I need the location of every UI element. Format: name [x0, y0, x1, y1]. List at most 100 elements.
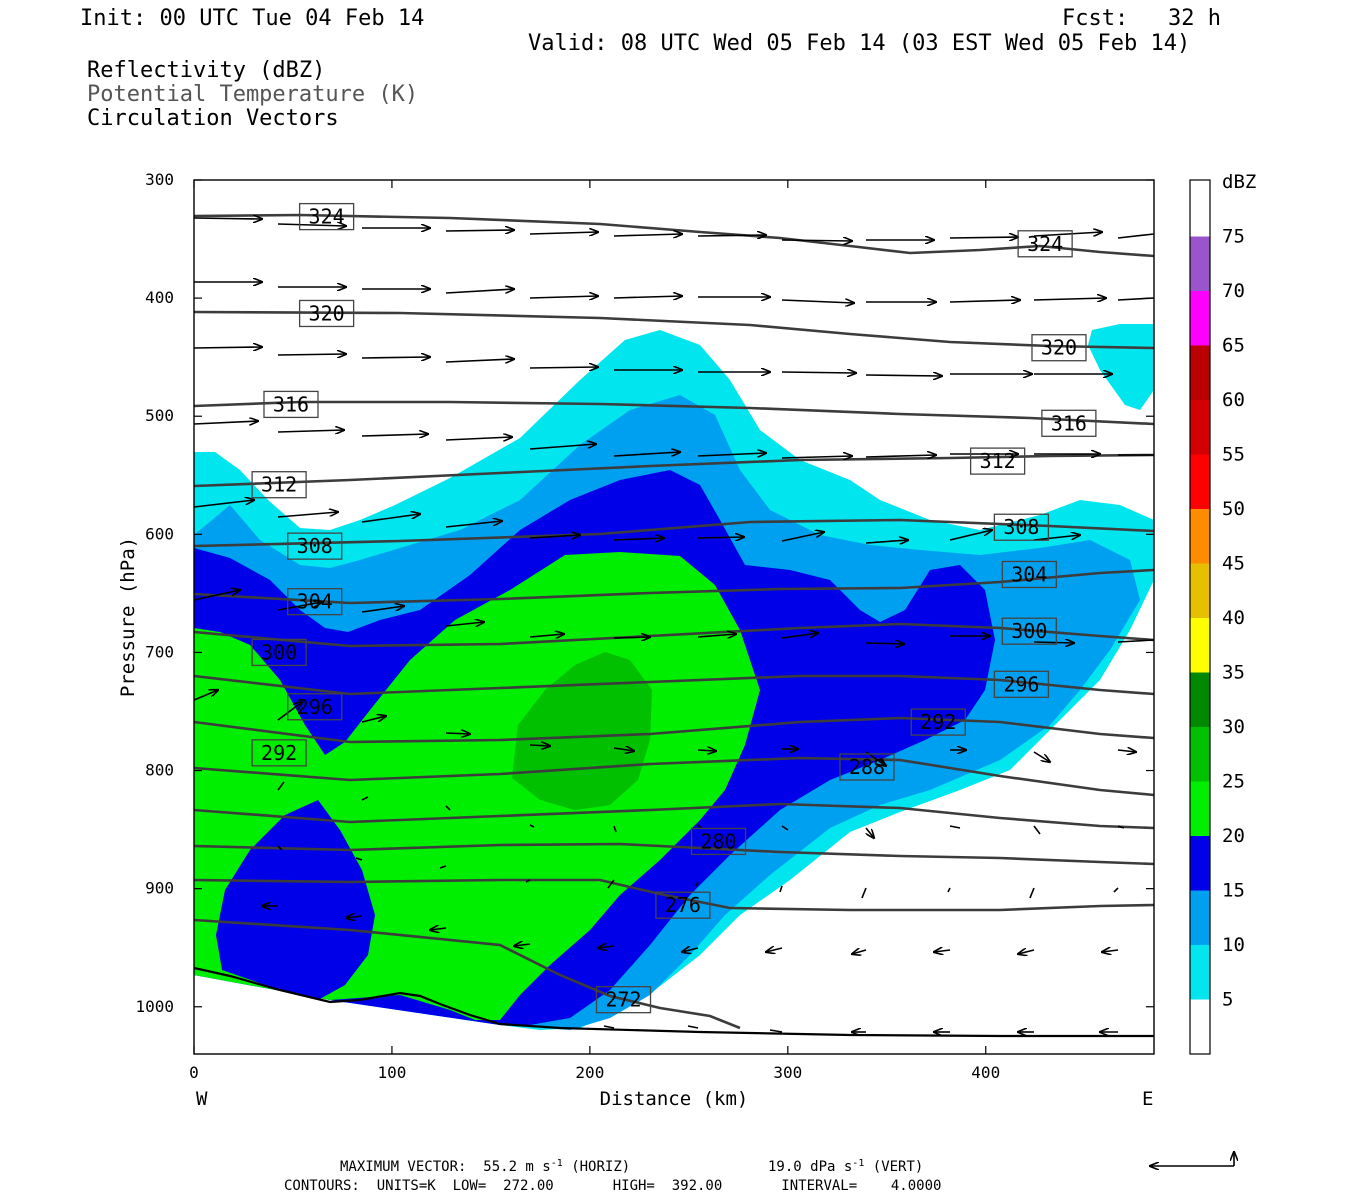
theta-label-text: 320	[309, 301, 345, 325]
field-potential-temperature: Potential Temperature (K)	[87, 82, 418, 107]
colorbar-tick-label: 30	[1222, 716, 1245, 738]
valid-time: Valid: 08 UTC Wed 05 Feb 14 (03 EST Wed …	[528, 31, 1190, 56]
field-reflectivity: Reflectivity (dBZ)	[87, 58, 325, 83]
theta-label-box	[993, 513, 1050, 541]
y-axis-title: Pressure (hPa)	[117, 537, 139, 697]
theta-label-text: 304	[1011, 562, 1047, 586]
theta-label-box	[298, 202, 355, 231]
theta-contour-label: 312	[969, 447, 1026, 475]
colorbar-tick-label: 45	[1222, 553, 1245, 575]
colorbar-segment	[1190, 236, 1210, 291]
colorbar-segment	[1190, 400, 1210, 455]
colorbar-tick-label: 5	[1222, 989, 1233, 1011]
contour-info-line: CONTOURS: UNITS=K LOW= 272.00 HIGH= 392.…	[284, 1178, 941, 1194]
theta-contour-label: 280	[690, 827, 747, 856]
theta-label-text: 308	[297, 534, 333, 558]
theta-label-text: 312	[980, 449, 1016, 473]
colorbar-segment	[1190, 836, 1210, 891]
y-tick-label: 900	[145, 879, 174, 898]
colorbar-segment	[1190, 563, 1210, 618]
theta-label-box	[263, 390, 319, 419]
colorbar-tick-label: 10	[1222, 934, 1245, 956]
colorbar: 5 10 15 20 25 30 35 40 45 50 55 60 65 70 75	[1189, 179, 1245, 1055]
theta-contour-label: 296	[287, 693, 343, 721]
x-tick-label: 0	[189, 1063, 199, 1082]
theta-label-box	[595, 986, 652, 1014]
theta-label-box	[298, 299, 355, 328]
terrain-line	[194, 966, 1154, 1038]
y-axis-ticks: 300 400 500 600 700 800 900 1000	[135, 170, 1154, 1016]
theta-label-box	[690, 827, 747, 856]
theta-contour-label: 296	[993, 670, 1050, 698]
theta-contour-label: 324	[298, 202, 355, 231]
theta-label-box	[251, 471, 307, 499]
colorbar-tick-label: 20	[1222, 825, 1245, 847]
theta-label-text: 296	[1003, 672, 1039, 696]
plot-frame	[193, 179, 1155, 1055]
theta-contour-label: 324	[1017, 230, 1073, 258]
theta-label-text: 304	[297, 590, 333, 614]
colorbar-segment	[1190, 454, 1210, 509]
y-tick-label: 300	[145, 170, 174, 189]
theta-label-box	[287, 532, 343, 560]
circulation-vectors	[194, 218, 1154, 1032]
theta-label-text: 316	[1051, 411, 1087, 435]
theta-label-text: 280	[700, 829, 736, 853]
theta-contour-label: 300	[251, 638, 307, 667]
theta-contour-label: 304	[287, 587, 343, 616]
colorbar-segment	[1190, 672, 1210, 727]
colorbar-segment	[1190, 345, 1210, 400]
x-tick-label: 200	[575, 1063, 604, 1082]
max-vector-line: MAXIMUM VECTOR: 55.2 m s-1 (HORIZ) 19.0 d…	[340, 1158, 923, 1175]
colorbar-segment	[1190, 182, 1210, 237]
theta-label-box	[655, 891, 711, 919]
colorbar-segment	[1190, 291, 1210, 346]
colorbar-tick-label: 25	[1222, 771, 1245, 793]
theta-contour-label: 272	[595, 986, 652, 1014]
colorbar-tick-label: 60	[1222, 389, 1245, 411]
theta-label-text: 320	[1041, 336, 1077, 360]
colorbar-tick-label: 55	[1222, 444, 1245, 466]
plot-area: 324 324 320 320 316 316 312 312 308 308 304 304 300 3…	[194, 180, 1154, 1054]
theta-label-box	[251, 638, 307, 667]
theta-label-text: 312	[261, 473, 297, 497]
theta-label-box	[993, 670, 1050, 698]
colorbar-tick-label: 35	[1222, 662, 1245, 684]
theta-contour-label: 300	[1001, 617, 1057, 645]
theta-contour-label: 312	[251, 471, 307, 499]
colorbar-frame	[1189, 179, 1211, 1055]
colorbar-unit: dBZ	[1222, 171, 1256, 193]
theta-contour-label: 292	[910, 708, 966, 736]
east-label: E	[1142, 1088, 1153, 1110]
reflectivity-5dbz-upper-patch	[1088, 324, 1154, 410]
theta-label-text: 324	[1027, 232, 1063, 256]
colorbar-tick-label: 70	[1222, 280, 1245, 302]
theta-contour-label: 276	[655, 891, 711, 919]
theta-label-text: 316	[273, 392, 309, 416]
theta-label-text: 272	[605, 988, 641, 1012]
west-label: W	[196, 1088, 208, 1110]
theta-label-text: 308	[1003, 515, 1039, 539]
theta-labels: 324 324 320 320 316 316 312 312 308 308 304 304 300 3…	[251, 202, 1097, 1014]
theta-label-box	[1041, 409, 1097, 437]
y-tick-label: 400	[145, 288, 174, 307]
theta-label-box	[1031, 334, 1087, 362]
y-tick-label: 1000	[135, 997, 174, 1016]
reference-vector-icon	[1150, 1152, 1234, 1166]
colorbar-segment	[1190, 509, 1210, 564]
theta-label-box	[910, 708, 966, 736]
theta-contour-label: 292	[251, 739, 307, 767]
theta-label-box	[1001, 560, 1057, 589]
theta-label-box	[251, 739, 307, 767]
colorbar-tick-label: 40	[1222, 607, 1245, 629]
colorbar-tick-label: 15	[1222, 880, 1245, 902]
theta-label-text: 276	[665, 893, 701, 917]
theta-contour-label: 288	[839, 753, 895, 781]
theta-label-box	[287, 693, 343, 721]
theta-contours	[194, 213, 1154, 1030]
theta-label-text: 324	[309, 205, 345, 229]
colorbar-tick-label: 75	[1222, 226, 1245, 248]
colorbar-segment	[1190, 618, 1210, 673]
theta-label-text: 300	[1011, 619, 1047, 643]
